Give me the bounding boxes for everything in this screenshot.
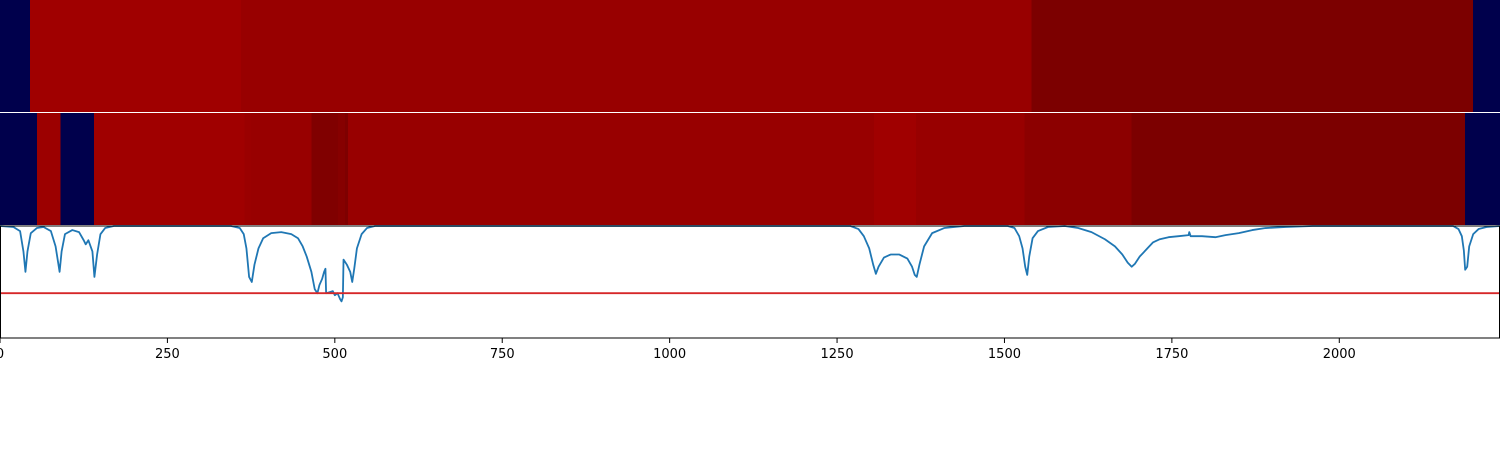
- heatmap-2-cell-4: [244, 113, 252, 225]
- heatmap-2-cell-8: [344, 113, 349, 225]
- x-tick-label-500: 500: [322, 347, 347, 362]
- heatmap-1-cell-0: [0, 0, 31, 112]
- heatmap-2-cell-9: [348, 113, 874, 225]
- x-tick-label-250: 250: [155, 347, 180, 362]
- x-tick-label-2000: 2000: [1323, 347, 1356, 362]
- heatmap-2-cell-7: [338, 113, 345, 225]
- x-tick-label-0: 0: [0, 347, 4, 362]
- heatmap-1-cell-4: [1473, 0, 1500, 112]
- heatmap-2-cell-11: [916, 113, 1025, 225]
- x-tick-label-1000: 1000: [653, 347, 686, 362]
- series-group: [0, 225, 1500, 303]
- x-tick-label-1500: 1500: [988, 347, 1021, 362]
- heatmap-panel-1: [0, 0, 1500, 112]
- x-tick-label-1250: 1250: [821, 347, 854, 362]
- heatmap-1-cell-1: [30, 0, 242, 112]
- heatmap-2-cell-12: [1024, 113, 1132, 225]
- heatmap-2-cell-3: [93, 113, 245, 225]
- heatmap-2-cell-6: [311, 113, 339, 225]
- plot-background: [0, 226, 1500, 338]
- heatmap-1-cell-2: [241, 0, 1032, 112]
- series-line-0: [0, 225, 1500, 303]
- x-tick-label-1750: 1750: [1155, 347, 1188, 362]
- heatmap-panel-2: [0, 113, 1500, 225]
- heatmap-2-cell-10: [873, 113, 917, 225]
- x-tick-label-750: 750: [490, 347, 515, 362]
- heatmap-2-cell-0: [0, 113, 37, 225]
- heatmap-2-cell-5: [251, 113, 312, 225]
- heatmap-2-cell-14: [1465, 113, 1500, 225]
- x-axis: 0 250 500 750 1000 1250 1500 1750 2000: [0, 338, 1356, 362]
- heatmap-2-cell-1: [36, 113, 61, 225]
- heatmap-1-cell-3: [1031, 0, 1474, 112]
- line-plot-panel: 0 250 500 750 1000 1250 1500 1750 2000: [0, 225, 1500, 362]
- heatmap-2-cell-2: [60, 113, 94, 225]
- heatmap-2-cell-13: [1131, 113, 1466, 225]
